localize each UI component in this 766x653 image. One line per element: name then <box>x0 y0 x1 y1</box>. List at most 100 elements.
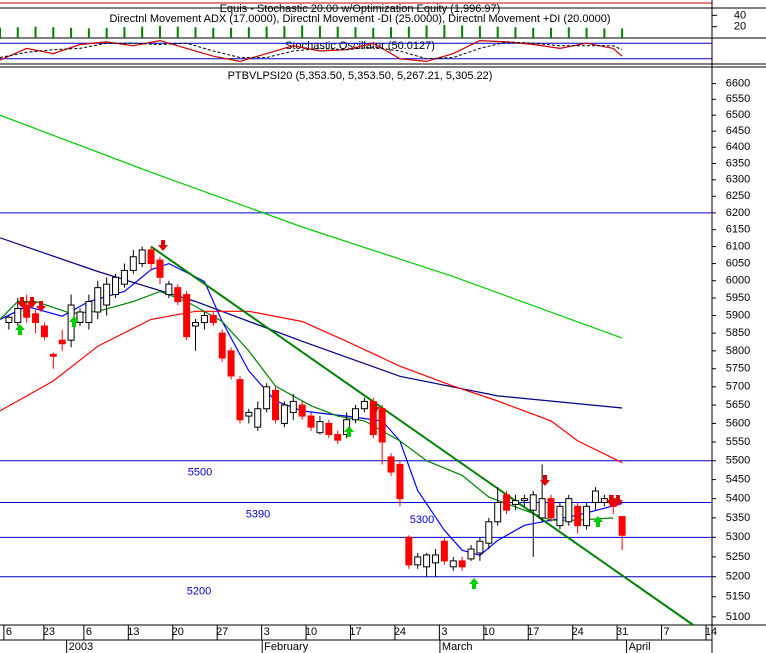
candle-body <box>458 560 466 568</box>
x-tick-label: 31 <box>616 626 628 638</box>
candle-body <box>103 283 111 306</box>
month-label: 2003 <box>69 641 93 653</box>
candle-body <box>40 325 48 338</box>
y-tick-label: 6500 <box>726 109 750 121</box>
candle-body <box>120 269 128 285</box>
candle-body <box>423 554 431 568</box>
x-tick-label: 10 <box>483 626 495 638</box>
buy-arrow <box>69 316 79 327</box>
candle-body <box>245 411 253 417</box>
candle-body <box>218 332 226 359</box>
candle-body <box>112 276 120 296</box>
x-tick-label: 24 <box>572 626 584 638</box>
y-tick-label: 6300 <box>726 174 750 186</box>
x-tick-label: 14 <box>705 626 717 638</box>
candle-body <box>360 400 368 410</box>
sell-arrow <box>606 495 616 506</box>
candle-body <box>538 498 546 519</box>
candle-body <box>352 408 359 421</box>
buy-arrow <box>593 516 603 527</box>
y-tick-label: 6150 <box>726 224 750 236</box>
y-tick-label: 6400 <box>726 141 750 153</box>
candle-body <box>334 434 342 441</box>
sell-arrow <box>158 240 168 251</box>
sell-arrow <box>370 402 380 413</box>
candle-body <box>565 498 573 523</box>
candle-body <box>156 259 164 278</box>
candle-body <box>138 249 146 265</box>
candle-body <box>591 490 599 503</box>
x-tick-label: 7 <box>664 626 670 638</box>
x-tick-label: 10 <box>305 626 317 638</box>
y-tick-label: 6100 <box>726 240 750 252</box>
panel-title: Equis - Stochastic 20.00 w/Optimization … <box>220 3 501 15</box>
moving-average <box>150 245 694 626</box>
y-tick-label: 40 <box>734 9 746 21</box>
y-tick-label: 5600 <box>726 417 750 429</box>
x-tick-label: 6 <box>6 626 12 638</box>
candle-body <box>511 500 519 505</box>
x-tick-label: 17 <box>349 626 361 638</box>
candle-body <box>227 350 235 377</box>
candle-body <box>58 339 66 345</box>
candle-body <box>85 301 93 324</box>
candle-body <box>449 560 457 568</box>
y-tick-label: 5150 <box>726 591 750 603</box>
sell-arrow <box>540 475 550 486</box>
y-tick-label: 5250 <box>726 551 750 563</box>
candle-body <box>32 313 40 324</box>
y-tick-label: 5700 <box>726 381 750 393</box>
candle-body <box>440 540 448 562</box>
candle-body <box>467 548 475 560</box>
y-tick-label: 5450 <box>726 473 750 485</box>
candle-body <box>183 294 191 338</box>
candle-body <box>618 516 626 536</box>
moving-average <box>0 262 623 556</box>
moving-average <box>0 237 623 409</box>
sell-arrow <box>36 301 46 312</box>
y-tick-label: 5900 <box>726 309 750 321</box>
moving-average <box>0 114 623 339</box>
chart-title: PTBVLPSI20 (5,353.50, 5,353.50, 5,267.21… <box>228 70 493 82</box>
y-tick-label: 5950 <box>726 292 750 304</box>
sell-arrow <box>27 297 37 308</box>
y-tick-label: 5350 <box>726 512 750 524</box>
y-tick-label: 6550 <box>726 93 750 105</box>
candle-body <box>165 283 173 296</box>
candle-body <box>254 408 262 428</box>
month-label: February <box>264 641 309 653</box>
candle-body <box>431 554 439 564</box>
candle-body <box>316 421 324 434</box>
month-label: March <box>442 641 473 653</box>
candle-body <box>494 501 502 523</box>
candle-body <box>476 540 484 554</box>
level-label: 5390 <box>246 508 270 520</box>
x-tick-label: 24 <box>394 626 406 638</box>
candle-body <box>529 494 537 511</box>
moving-average <box>0 310 623 464</box>
candle-body <box>147 249 155 265</box>
candle-body <box>600 498 608 503</box>
y-tick-label: 6000 <box>726 275 750 287</box>
candle-body <box>307 415 315 428</box>
candle-body <box>200 314 208 324</box>
x-tick-label: 13 <box>127 626 139 638</box>
y-tick-label: 5750 <box>726 363 750 375</box>
level-label: 5200 <box>187 586 211 598</box>
stochastic-d <box>0 41 623 60</box>
candle-body <box>129 256 137 271</box>
candle-body <box>272 389 280 421</box>
candle-body <box>192 322 200 327</box>
y-tick-label: 5650 <box>726 399 750 411</box>
y-tick-label: 5800 <box>726 345 750 357</box>
x-tick-label: 27 <box>216 626 228 638</box>
x-tick-label: 6 <box>86 626 92 638</box>
y-tick-label: 5100 <box>726 611 750 623</box>
candle-body <box>583 505 591 527</box>
candle-body <box>547 498 555 519</box>
candle-body <box>414 556 422 566</box>
x-tick-label: 3 <box>441 626 447 638</box>
candle-body <box>236 379 244 421</box>
